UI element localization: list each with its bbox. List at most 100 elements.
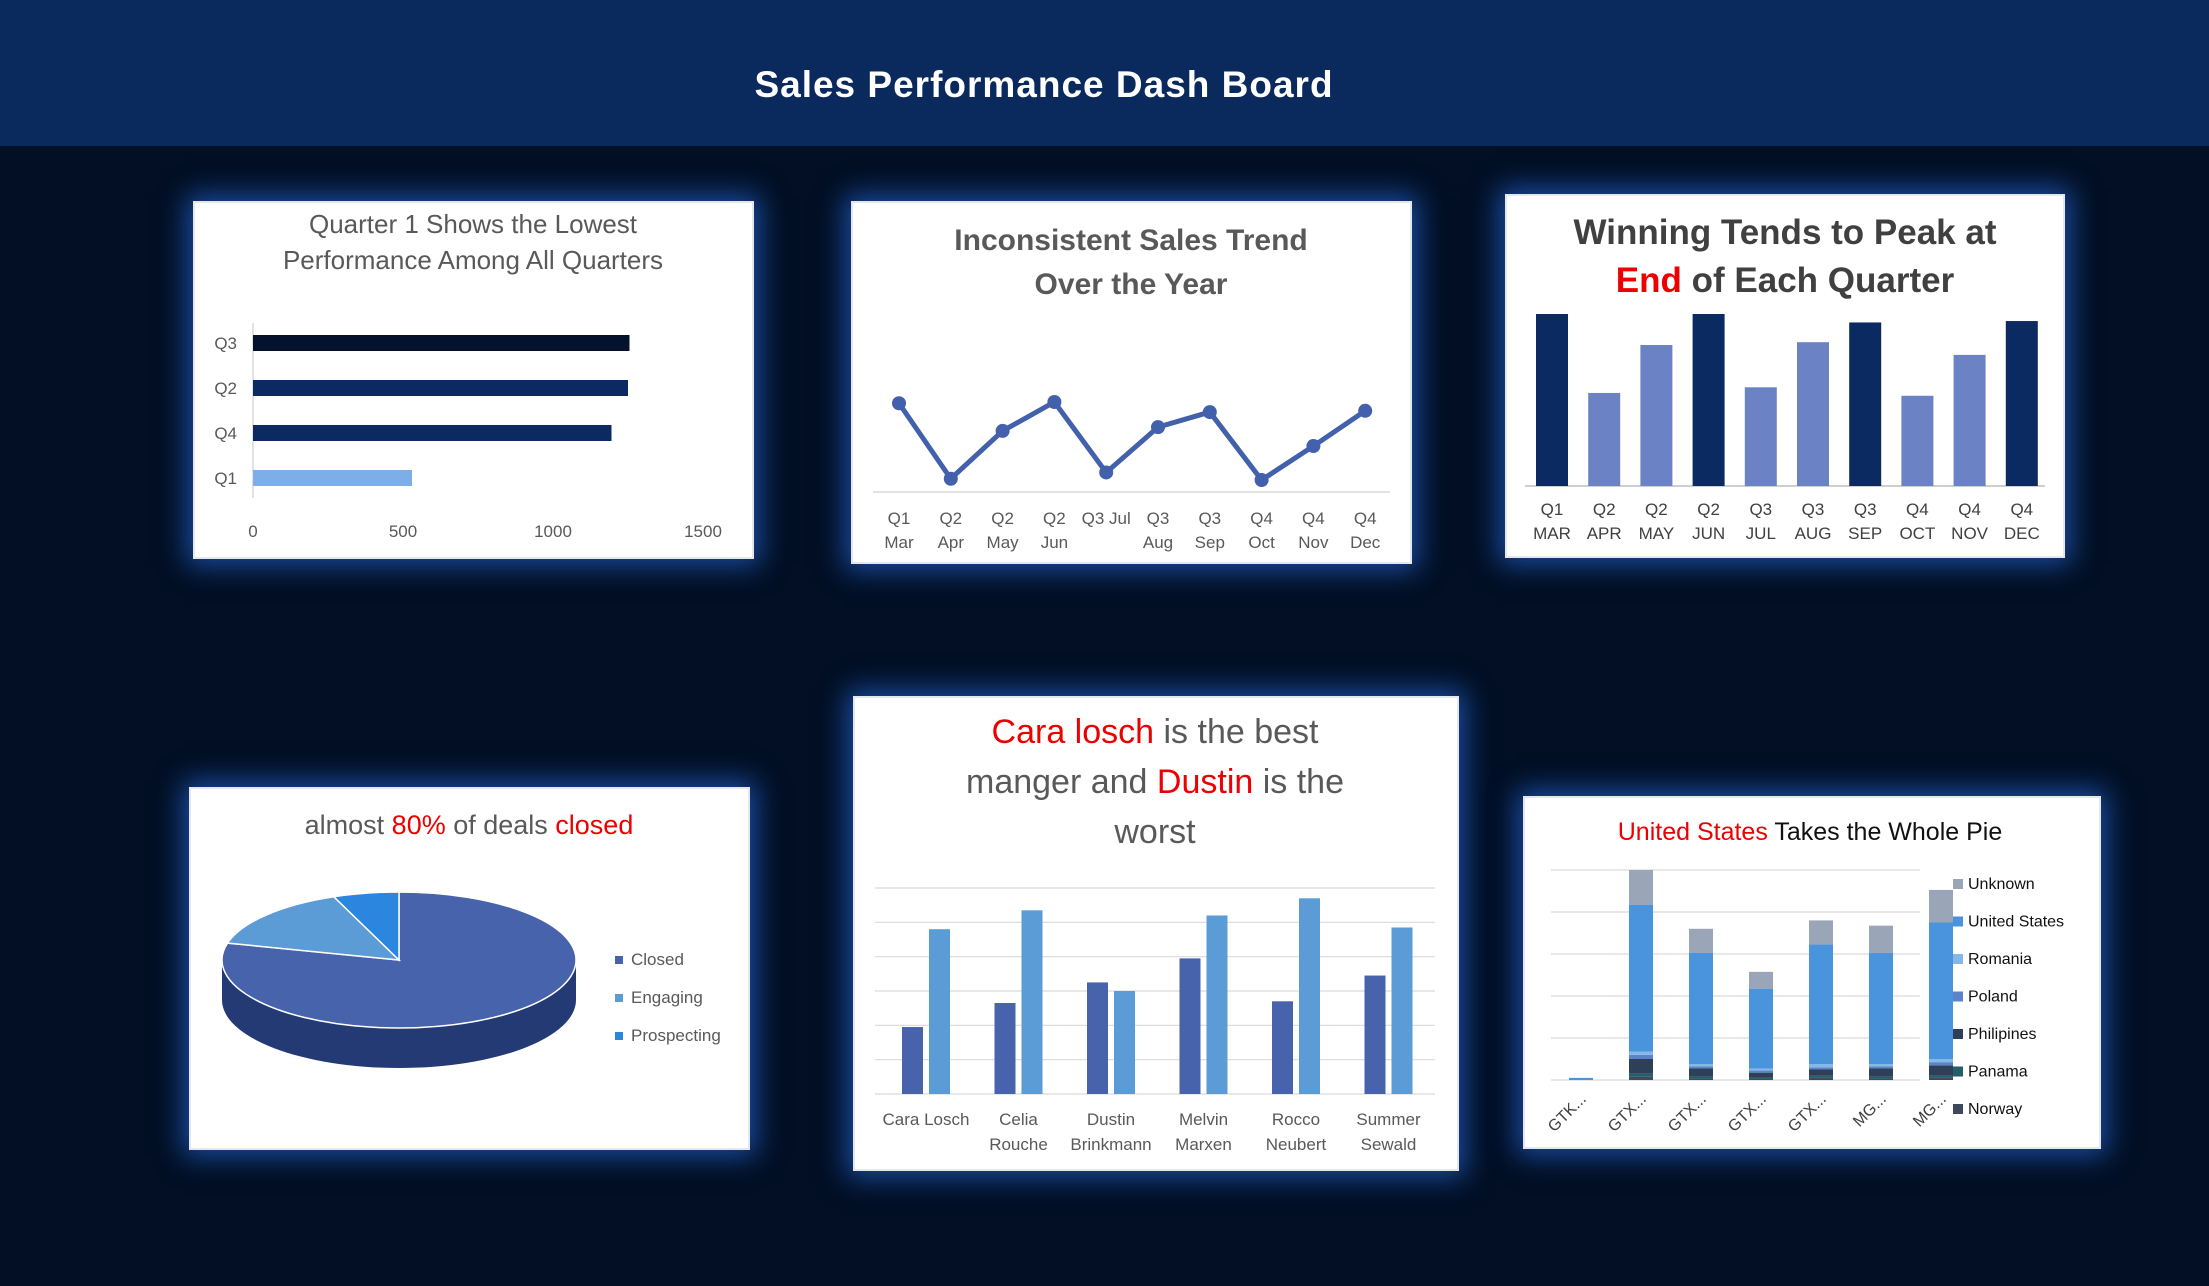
x-tick-label: Q1 xyxy=(888,509,911,528)
manager-column-chart: Cara losch is the best manger and Dustin … xyxy=(875,713,1435,1154)
stack-segment-panama xyxy=(1689,1076,1713,1079)
month-bar xyxy=(1640,345,1673,486)
stack-segment-unknown xyxy=(1809,920,1833,945)
dashboard-header: Sales Performance Dash Board xyxy=(0,0,2209,146)
chart-title-line-part-1: is the best xyxy=(1154,713,1319,751)
manager-bar xyxy=(1391,927,1413,1094)
stack-segment-united-states xyxy=(1929,922,1953,1059)
x-tick-label: Sewald xyxy=(1361,1135,1417,1154)
chart-title-line-part-0: worst xyxy=(1113,813,1196,851)
stack-segment-unknown xyxy=(1869,925,1893,953)
x-tick-label: Q4 xyxy=(1958,500,1981,519)
stack-segment-unknown xyxy=(1929,889,1953,923)
x-tick-label: 1500 xyxy=(684,522,722,541)
stack-segment-poland xyxy=(1749,1070,1773,1073)
manager-bar xyxy=(1087,982,1108,1094)
x-tick-label: MG... xyxy=(1910,1091,1950,1131)
x-tick-label: GTK... xyxy=(1545,1091,1590,1136)
month-bar xyxy=(1692,314,1725,486)
x-tick-label: DEC xyxy=(2004,524,2040,543)
stack-segment-romania xyxy=(1749,1068,1773,1071)
chart-title-line-part-0: End xyxy=(1616,261,1682,300)
chart-title-line: Inconsistent Sales Trend xyxy=(954,224,1307,257)
x-tick-label: APR xyxy=(1587,524,1622,543)
bar-q1 xyxy=(253,470,412,486)
stack-segment-norway xyxy=(1689,1078,1713,1080)
stack-segment-united-states xyxy=(1689,952,1713,1065)
legend-label: Closed xyxy=(631,950,684,969)
chart-title-line: Over the Year xyxy=(1035,268,1228,301)
chart-title-line-part-0: Cara losch xyxy=(992,713,1155,751)
data-point xyxy=(1254,473,1269,487)
legend-swatch xyxy=(615,1032,623,1040)
x-tick-label: OCT xyxy=(1899,524,1935,543)
x-tick-label: Mar xyxy=(884,533,914,552)
stack-segment-philipines xyxy=(1749,1072,1773,1078)
stack-segment-philipines xyxy=(1929,1065,1953,1076)
legend-label: Poland xyxy=(1968,989,2018,1006)
chart-title-line: End of Each Quarter xyxy=(1616,261,1955,300)
bar-q4 xyxy=(253,425,612,441)
manager-bar xyxy=(929,929,950,1094)
stack-segment-romania xyxy=(1929,1059,1953,1063)
quarter-bar-chart: Quarter 1 Shows the Lowest Performance Am… xyxy=(214,209,722,541)
x-tick-label: Sep xyxy=(1195,533,1225,552)
x-tick-label: Q3 xyxy=(1198,509,1221,528)
x-tick-label: 500 xyxy=(389,522,417,541)
x-tick-label: Q1 xyxy=(1541,500,1564,519)
stack-segment-romania xyxy=(1809,1064,1833,1068)
stack-segment-norway xyxy=(1809,1077,1833,1080)
stack-segment-panama xyxy=(1809,1075,1833,1078)
chart-title-line-part-1: Dustin xyxy=(1157,763,1253,801)
x-tick-label: Q3 Jul xyxy=(1082,509,1131,528)
legend-label: Prospecting xyxy=(631,1026,721,1045)
stack-segment-united-states xyxy=(1809,944,1833,1065)
manager-bar xyxy=(1021,910,1043,1094)
stack-segment-panama xyxy=(1629,1073,1653,1077)
chart-title-line-part-0: manger and xyxy=(966,763,1157,801)
x-tick-label: Dec xyxy=(1350,533,1381,552)
stack-segment-poland xyxy=(1929,1062,1953,1066)
x-tick-label: Q2 xyxy=(1043,509,1066,528)
winning-bar-chart: Winning Tends to Peak at End of Each Quar… xyxy=(1525,213,2045,543)
x-tick-label: Cara Losch xyxy=(883,1110,970,1129)
stack-segment-philipines xyxy=(1629,1059,1653,1074)
month-bar xyxy=(1797,342,1829,486)
manager-bar xyxy=(1272,1001,1293,1094)
manager-bar xyxy=(902,1027,923,1094)
x-tick-label: Celia xyxy=(999,1110,1038,1129)
bar-q2 xyxy=(253,380,628,396)
legend-swatch xyxy=(1953,991,1963,1002)
month-bar xyxy=(1536,314,1568,486)
chart-title-line: worst xyxy=(1113,813,1196,851)
country-stacked-chart: United States Takes the Whole Pie GTK... G… xyxy=(1545,818,2064,1136)
x-tick-label: Apr xyxy=(938,533,965,552)
manager-bar xyxy=(1114,991,1135,1094)
data-point xyxy=(943,471,958,486)
x-tick-label: JUN xyxy=(1692,524,1725,543)
x-tick-label: Q4 xyxy=(1302,509,1325,528)
month-bar xyxy=(1744,387,1777,486)
legend-label: Unknown xyxy=(1968,876,2035,893)
legend-swatch xyxy=(1953,916,1963,927)
x-tick-label: Q3 xyxy=(1147,509,1170,528)
data-point xyxy=(1047,395,1062,409)
x-tick-label: Aug xyxy=(1143,533,1173,552)
legend-swatch xyxy=(615,956,623,964)
data-point xyxy=(1151,420,1165,435)
x-tick-label: Q2 xyxy=(1593,500,1616,519)
chart-title: United States Takes the Whole Pie xyxy=(1618,818,2002,846)
data-point xyxy=(892,396,906,411)
chart-panel-trend: Inconsistent Sales Trend Over the Year Q1 M… xyxy=(851,201,1412,564)
x-tick-label: Q4 xyxy=(1906,500,1929,519)
x-tick-label: Q2 xyxy=(1697,500,1720,519)
chart-title-part-1: Takes the Whole Pie xyxy=(1768,818,2002,846)
x-tick-label: NOV xyxy=(1951,524,1989,543)
chart-panel-managers: Cara losch is the best manger and Dustin … xyxy=(853,696,1459,1171)
x-tick-label: May xyxy=(987,533,1020,552)
manager-bar xyxy=(1206,915,1228,1094)
x-tick-label: GTX... xyxy=(1665,1091,1710,1136)
stack-segment-philipines xyxy=(1869,1068,1893,1077)
chart-title-part-1: 80% xyxy=(392,810,446,840)
manager-bar xyxy=(1179,958,1201,1094)
